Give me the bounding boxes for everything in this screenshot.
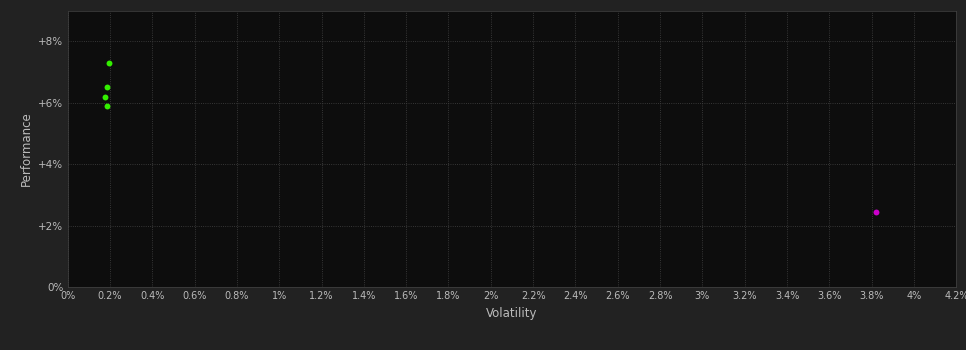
Point <box>99 84 115 90</box>
X-axis label: Volatility: Volatility <box>486 307 538 320</box>
Point <box>99 103 115 108</box>
Point <box>101 60 117 65</box>
Y-axis label: Performance: Performance <box>19 111 33 186</box>
Point <box>868 209 884 215</box>
Point <box>97 94 112 99</box>
